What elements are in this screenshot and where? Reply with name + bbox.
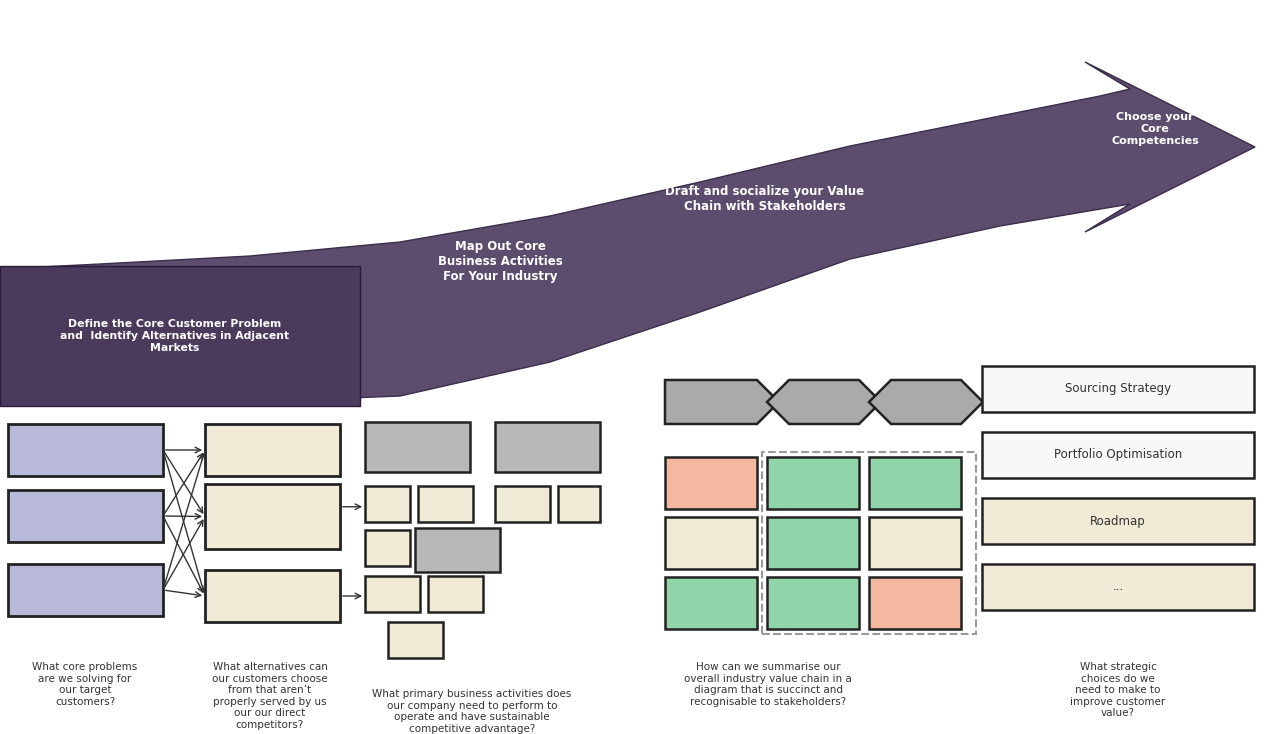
FancyBboxPatch shape (0, 266, 360, 406)
Text: Portfolio Optimisation: Portfolio Optimisation (1054, 448, 1182, 462)
FancyBboxPatch shape (495, 486, 550, 522)
FancyBboxPatch shape (869, 517, 961, 569)
FancyBboxPatch shape (8, 564, 163, 616)
FancyBboxPatch shape (982, 498, 1254, 544)
FancyBboxPatch shape (206, 424, 341, 476)
FancyBboxPatch shape (869, 457, 961, 509)
Text: How can we summarise our
overall industry value chain in a
diagram that is succi: How can we summarise our overall industr… (684, 662, 852, 707)
FancyBboxPatch shape (388, 622, 443, 658)
FancyBboxPatch shape (418, 486, 473, 522)
FancyBboxPatch shape (767, 577, 858, 629)
FancyBboxPatch shape (666, 517, 757, 569)
Text: Define the Core Customer Problem
and  Identify Alternatives in Adjacent
Markets: Define the Core Customer Problem and Ide… (60, 319, 289, 352)
FancyBboxPatch shape (982, 432, 1254, 478)
Polygon shape (0, 62, 1255, 406)
Text: Draft and socialize your Value
Chain with Stakeholders: Draft and socialize your Value Chain wit… (666, 185, 865, 213)
FancyBboxPatch shape (666, 457, 757, 509)
Text: ...: ... (1113, 581, 1123, 594)
FancyBboxPatch shape (558, 486, 600, 522)
FancyBboxPatch shape (767, 517, 858, 569)
FancyBboxPatch shape (982, 564, 1254, 610)
Text: What core problems
are we solving for
our target
customers?: What core problems are we solving for ou… (32, 662, 137, 707)
FancyBboxPatch shape (206, 570, 341, 622)
Text: Choose your
Core
Competencies: Choose your Core Competencies (1112, 112, 1199, 145)
Text: Roadmap: Roadmap (1090, 515, 1146, 528)
FancyBboxPatch shape (869, 577, 961, 629)
FancyBboxPatch shape (365, 576, 420, 612)
Text: Map Out Core
Business Activities
For Your Industry: Map Out Core Business Activities For You… (438, 241, 563, 283)
Bar (762, 452, 977, 634)
FancyBboxPatch shape (982, 366, 1254, 412)
FancyBboxPatch shape (206, 484, 341, 549)
Text: What primary business activities does
our company need to perform to
operate and: What primary business activities does ou… (373, 689, 572, 734)
FancyBboxPatch shape (415, 528, 500, 572)
FancyBboxPatch shape (428, 576, 483, 612)
Polygon shape (666, 380, 779, 424)
FancyBboxPatch shape (666, 577, 757, 629)
FancyBboxPatch shape (8, 424, 163, 476)
FancyBboxPatch shape (365, 530, 410, 566)
FancyBboxPatch shape (495, 422, 600, 472)
FancyBboxPatch shape (767, 457, 858, 509)
Text: Sourcing Strategy: Sourcing Strategy (1065, 382, 1171, 396)
Text: What strategic
choices do we
need to make to
improve customer
value?: What strategic choices do we need to mak… (1070, 662, 1165, 719)
FancyBboxPatch shape (365, 422, 470, 472)
FancyBboxPatch shape (365, 486, 410, 522)
Polygon shape (767, 380, 882, 424)
Polygon shape (869, 380, 983, 424)
FancyBboxPatch shape (8, 490, 163, 542)
Text: What alternatives can
our customers choose
from that aren’t
properly served by u: What alternatives can our customers choo… (212, 662, 328, 730)
